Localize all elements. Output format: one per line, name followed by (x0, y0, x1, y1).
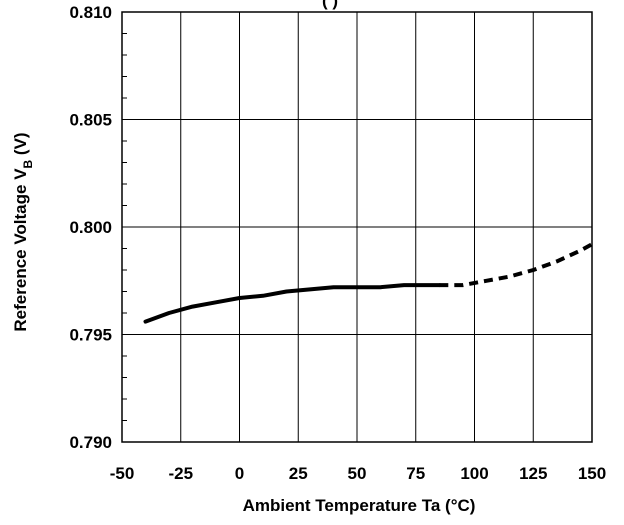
y-axis-label-main: Reference Voltage V (11, 168, 30, 332)
y-tick-label: 0.805 (69, 111, 112, 130)
x-tick-label: 50 (348, 464, 367, 483)
x-tick-label: -25 (168, 464, 193, 483)
y-tick-label: 0.800 (69, 218, 112, 237)
x-tick-label: 150 (578, 464, 606, 483)
x-tick-label: 100 (460, 464, 488, 483)
x-tick-label: 75 (406, 464, 425, 483)
chart-title-partial: ( ) (322, 0, 338, 10)
y-axis-label: Reference Voltage VB (V) (11, 132, 35, 331)
plot-area-border (121, 11, 593, 443)
x-tick-label: 0 (235, 464, 244, 483)
x-axis-label: Ambient Temperature Ta (°C) (243, 496, 476, 515)
x-tick-labels: -50 -25 0 25 50 75 100 125 150 (110, 464, 606, 483)
x-tick-label: 25 (289, 464, 308, 483)
y-tick-labels: 0.790 0.795 0.800 0.805 0.810 (69, 3, 112, 452)
y-tick-label: 0.790 (69, 433, 112, 452)
x-tick-label: -50 (110, 464, 135, 483)
y-tick-label: 0.810 (69, 3, 112, 22)
grid (122, 12, 592, 442)
series-line-measured (143, 283, 442, 324)
y-axis-label-unit: (V) (11, 132, 30, 159)
series-layer (143, 242, 593, 324)
y-tick-label: 0.795 (69, 326, 112, 345)
series-line-extrapolated (439, 242, 593, 288)
y-axis-label-subscript: B (21, 159, 35, 168)
x-tick-label: 125 (519, 464, 547, 483)
plot-frame (121, 11, 593, 443)
